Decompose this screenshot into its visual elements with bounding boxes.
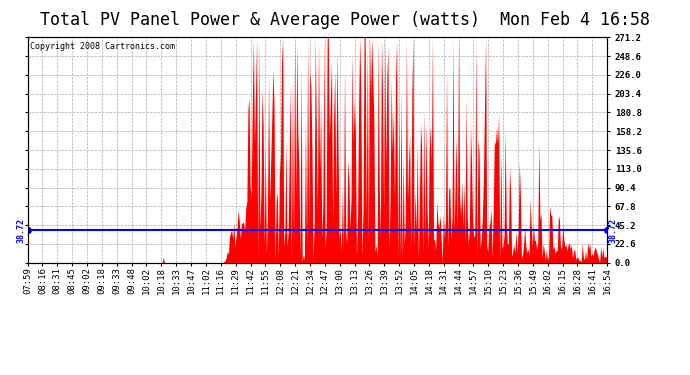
Text: 38.72: 38.72 [609, 218, 618, 243]
Text: 38.72: 38.72 [17, 218, 26, 243]
Text: Copyright 2008 Cartronics.com: Copyright 2008 Cartronics.com [30, 42, 175, 51]
Text: Total PV Panel Power & Average Power (watts)  Mon Feb 4 16:58: Total PV Panel Power & Average Power (wa… [40, 11, 650, 29]
